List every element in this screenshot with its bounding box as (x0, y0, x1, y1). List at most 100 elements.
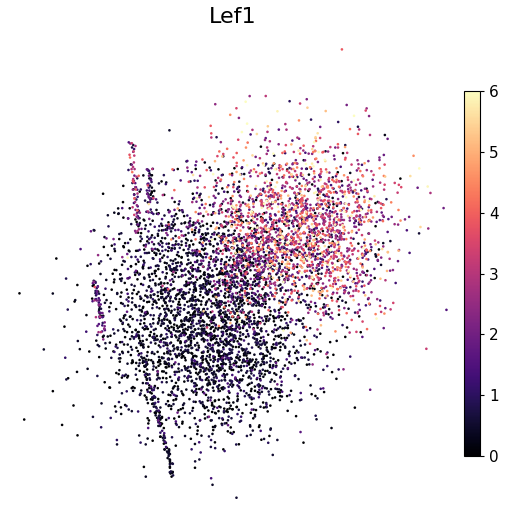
Point (198, 239, 207, 247)
Point (212, 257, 220, 266)
Point (351, 223, 359, 231)
Point (255, 367, 263, 375)
Point (312, 271, 320, 279)
Point (297, 207, 306, 216)
Point (183, 347, 191, 355)
Point (118, 275, 126, 283)
Point (306, 303, 314, 311)
Point (220, 269, 228, 278)
Point (229, 359, 237, 368)
Point (156, 404, 164, 412)
Point (278, 233, 286, 241)
Point (238, 277, 246, 285)
Point (236, 221, 244, 229)
Point (294, 196, 302, 204)
Point (228, 294, 236, 302)
Point (254, 317, 262, 326)
Point (190, 282, 198, 291)
Point (245, 255, 253, 264)
Point (269, 192, 277, 201)
Point (153, 199, 161, 207)
Point (225, 405, 233, 413)
Point (254, 243, 262, 251)
Point (282, 166, 290, 175)
Point (244, 241, 252, 249)
Point (217, 222, 225, 230)
Point (298, 354, 306, 362)
Point (232, 353, 240, 361)
Point (242, 243, 250, 252)
Point (278, 271, 286, 280)
Point (249, 250, 257, 258)
Point (328, 173, 336, 181)
Point (159, 319, 167, 328)
Point (196, 267, 204, 276)
Point (97, 305, 105, 313)
Point (229, 381, 237, 389)
Point (251, 298, 259, 307)
Point (64, 374, 72, 382)
Point (322, 268, 330, 276)
Point (217, 257, 225, 265)
Point (271, 241, 279, 249)
Point (229, 252, 237, 261)
Point (322, 309, 330, 318)
Point (283, 324, 291, 332)
Point (288, 217, 296, 225)
Point (204, 359, 212, 368)
Point (158, 254, 166, 262)
Point (205, 295, 213, 304)
Point (216, 335, 224, 343)
Point (135, 350, 143, 358)
Point (209, 247, 217, 255)
Point (202, 166, 210, 174)
Point (264, 243, 272, 252)
Point (76, 245, 84, 253)
Point (149, 359, 157, 368)
Point (323, 257, 331, 266)
Point (293, 243, 301, 251)
Point (306, 212, 314, 220)
Point (262, 317, 270, 326)
Point (287, 272, 295, 280)
Point (281, 202, 289, 210)
Point (314, 186, 322, 194)
Point (281, 149, 289, 158)
Point (235, 379, 243, 387)
Point (258, 218, 266, 226)
Point (345, 283, 353, 291)
Point (227, 348, 235, 357)
Point (169, 342, 177, 350)
Point (274, 200, 282, 209)
Point (306, 234, 314, 242)
Point (250, 314, 258, 322)
Point (308, 212, 316, 220)
Point (228, 278, 236, 286)
Point (144, 424, 152, 432)
Point (192, 330, 200, 338)
Point (324, 199, 332, 207)
Point (236, 282, 244, 290)
Point (331, 144, 339, 152)
Point (172, 311, 180, 320)
Point (311, 219, 319, 228)
Point (195, 248, 203, 256)
Point (333, 228, 341, 236)
Point (222, 398, 230, 407)
Point (246, 172, 254, 180)
Point (323, 362, 331, 370)
Point (329, 177, 337, 186)
Point (278, 233, 286, 241)
Point (281, 141, 289, 149)
Point (231, 374, 239, 383)
Point (98, 327, 106, 335)
Point (239, 156, 247, 164)
Point (255, 330, 263, 338)
Point (220, 278, 228, 287)
Point (297, 164, 305, 173)
Point (316, 173, 324, 181)
Point (287, 233, 295, 241)
Point (252, 340, 261, 348)
Point (217, 347, 225, 356)
Point (180, 321, 188, 329)
